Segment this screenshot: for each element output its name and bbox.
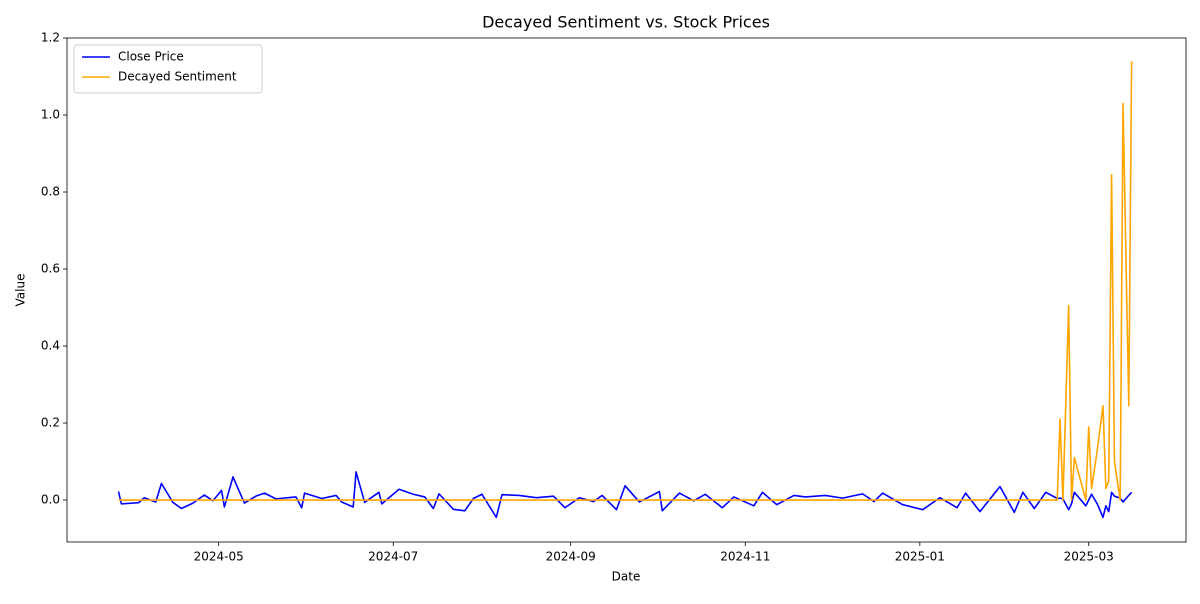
legend-label: Decayed Sentiment <box>118 70 237 84</box>
y-tick-label: 1.2 <box>41 31 60 45</box>
chart-title: Decayed Sentiment vs. Stock Prices <box>482 13 770 32</box>
y-tick-label: 0.4 <box>41 339 60 353</box>
x-tick-label: 2025-03 <box>1064 550 1114 564</box>
line-series <box>118 61 1133 501</box>
x-tick-label: 2025-01 <box>895 550 945 564</box>
legend-label: Close Price <box>118 50 184 64</box>
y-tick-label: 1.0 <box>41 108 60 122</box>
legend-box <box>73 44 263 94</box>
plot-frame <box>66 37 1187 543</box>
x-tick-label: 2024-05 <box>194 550 244 564</box>
x-tick-label: 2024-09 <box>546 550 596 564</box>
y-tick-label: 0.8 <box>41 185 60 199</box>
y-axis-label: Value <box>14 274 28 307</box>
y-tick-label: 0.6 <box>41 262 60 276</box>
x-axis-label: Date <box>612 570 641 584</box>
y-tick-label: 0.2 <box>41 416 60 430</box>
x-tick-label: 2024-07 <box>368 550 418 564</box>
x-tick-label: 2024-11 <box>720 550 770 564</box>
y-tick-label: 0.0 <box>41 493 60 507</box>
